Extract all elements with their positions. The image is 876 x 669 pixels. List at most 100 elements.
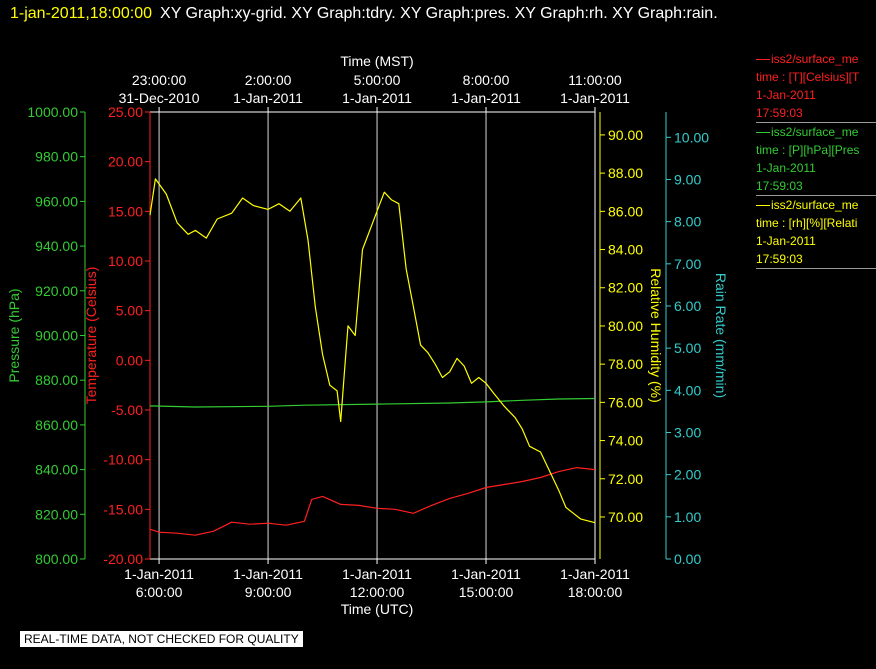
- humidity-tick-label: 72.00: [608, 471, 643, 487]
- data-series: [149, 178, 596, 536]
- top-tick-time: 5:00:00: [354, 72, 401, 88]
- legend-series-detail: 1-Jan-2011: [756, 161, 816, 175]
- pressure-tick-label: 920.00: [35, 283, 78, 299]
- bottom-tick-date: 1-Jan-2011: [451, 566, 521, 582]
- legend-label: iss2/surface_me: [771, 198, 859, 212]
- rain-rate-tick-label: 0.00: [674, 551, 701, 567]
- humidity-tick-label: 88.00: [608, 165, 643, 181]
- legend-series-name: iss2/surface_me: [756, 196, 876, 214]
- bottom-time-axis: 1-Jan-2011 6:00:00 1-Jan-2011 9:00:00 1-Jan-…: [124, 559, 630, 600]
- pressure-tick-label: 940.00: [35, 238, 78, 254]
- humidity-tick-label: 78.00: [608, 356, 643, 372]
- temperature-tick-label: 5.00: [116, 303, 143, 319]
- legend-series-detail: time : [T][Celsius][T: [756, 70, 860, 84]
- temperature-tick-label: -5.00: [111, 402, 143, 418]
- pressure-tick-label: 900.00: [35, 328, 78, 344]
- rain-rate-tick-label: 5.00: [674, 340, 701, 356]
- pressure-axis-label: Pressure (hPa): [6, 288, 22, 382]
- legend-series-name: iss2/surface_me: [756, 50, 876, 68]
- legend-series-detail: time : [rh][%][Relati: [756, 216, 858, 230]
- bottom-tick-time: 6:00:00: [136, 584, 183, 600]
- rain-rate-tick-label: 8.00: [674, 214, 701, 230]
- legend-swatch: [756, 205, 770, 207]
- temperature-tick-label: -15.00: [103, 501, 143, 517]
- humidity-line: [149, 178, 596, 524]
- bottom-tick-time: 18:00:00: [568, 584, 623, 600]
- humidity-tick-label: 86.00: [608, 203, 643, 219]
- legend-swatch: [756, 132, 770, 134]
- bottom-tick-time: 15:00:00: [459, 584, 514, 600]
- graph-list: XY Graph:xy-grid. XY Graph:tdry. XY Grap…: [160, 5, 718, 22]
- humidity-tick-label: 90.00: [608, 127, 643, 143]
- temperature-tick-label: 20.00: [108, 154, 143, 170]
- plot-frame: [149, 111, 596, 560]
- pressure-tick-label: 820.00: [35, 506, 78, 522]
- timestamp: 1-jan-2011,18:00:00: [10, 5, 153, 22]
- legend-series-detail: 17:59:03: [756, 252, 803, 266]
- humidity-tick-label: 76.00: [608, 394, 643, 410]
- bottom-tick-time: 12:00:00: [350, 584, 405, 600]
- top-tick-time: 8:00:00: [463, 72, 510, 88]
- temperature-axis-label: Temperature (Celsius): [83, 267, 99, 405]
- bottom-tick-date: 1-Jan-2011: [233, 566, 303, 582]
- bottom-tick-date: 1-Jan-2011: [124, 566, 194, 582]
- xy-graph: 23:00:00 31-Dec-2010 2:00:00 1-Jan-2011 5:00…: [6, 53, 729, 617]
- top-tick-date: 1-Jan-2011: [451, 90, 521, 106]
- pressure-tick-label: 880.00: [35, 372, 78, 388]
- temperature-tick-label: -20.00: [103, 551, 143, 567]
- rain-rate-tick-label: 7.00: [674, 256, 701, 272]
- legend-label: iss2/surface_me: [771, 52, 859, 66]
- rain-rate-tick-label: 3.00: [674, 424, 701, 440]
- top-time-axis: 23:00:00 31-Dec-2010 2:00:00 1-Jan-2011 5:00…: [119, 72, 630, 112]
- pressure-tick-label: 800.00: [35, 551, 78, 567]
- top-tick-time: 11:00:00: [568, 72, 622, 88]
- legend: iss2/surface_me time : [T][Celsius][T 1-Ja…: [756, 50, 876, 269]
- rain-rate-tick-label: 4.00: [674, 382, 701, 398]
- temperature-line: [149, 467, 596, 536]
- bottom-tick-time: 9:00:00: [245, 584, 292, 600]
- rain-rate-tick-label: 10.00: [674, 129, 709, 145]
- pressure-tick-label: 860.00: [35, 417, 78, 433]
- x-bottom-axis-label: Time (UTC): [341, 601, 414, 617]
- temperature-tick-label: 15.00: [108, 203, 143, 219]
- rain-rate-axis-label: Rain Rate (mm/min): [713, 273, 729, 398]
- top-tick-time: 23:00:00: [132, 72, 187, 88]
- legend-swatch: [756, 59, 770, 61]
- x-top-axis-label: Time (MST): [340, 53, 413, 69]
- top-tick-date: 1-Jan-2011: [560, 90, 630, 106]
- window-title: 1-jan-2011,18:00:00 XY Graph:xy-grid. XY …: [10, 4, 718, 24]
- pressure-tick-label: 980.00: [35, 149, 78, 165]
- quality-notice: REAL-TIME DATA, NOT CHECKED FOR QUALITY: [20, 631, 303, 647]
- humidity-tick-label: 74.00: [608, 433, 643, 449]
- bottom-tick-date: 1-Jan-2011: [560, 566, 630, 582]
- temperature-tick-label: 25.00: [108, 104, 143, 120]
- right-axes: 70.00 72.00 74.00 76.00 78.00 80.00 82.00 84.00…: [599, 112, 729, 567]
- rain-rate-tick-label: 2.00: [674, 467, 701, 483]
- left-axes: 800.00 820.00 840.00 860.00 880.00 900.00 920.…: [6, 104, 151, 567]
- pressure-tick-label: 1000.00: [27, 104, 78, 120]
- legend-series-detail: time : [P][hPa][Pres: [756, 143, 860, 157]
- top-tick-date: 1-Jan-2011: [342, 90, 412, 106]
- legend-series-detail: 17:59:03: [756, 106, 803, 120]
- legend-series-name: iss2/surface_me: [756, 123, 876, 141]
- pressure-tick-label: 960.00: [35, 193, 78, 209]
- pressure-tick-label: 840.00: [35, 462, 78, 478]
- legend-label: iss2/surface_me: [771, 125, 859, 139]
- humidity-axis-label: Relative Humidity (%): [648, 268, 664, 403]
- legend-series-detail: 1-Jan-2011: [756, 88, 816, 102]
- humidity-tick-label: 84.00: [608, 242, 643, 258]
- temperature-tick-label: -10.00: [103, 452, 143, 468]
- vertical-grid: [158, 112, 487, 559]
- rain-rate-tick-label: 1.00: [674, 509, 701, 525]
- legend-series-detail: 17:59:03: [756, 179, 803, 193]
- rain-rate-tick-label: 9.00: [674, 171, 701, 187]
- temperature-tick-label: 10.00: [108, 253, 143, 269]
- legend-series-detail: 1-Jan-2011: [756, 234, 816, 248]
- humidity-tick-label: 70.00: [608, 509, 643, 525]
- humidity-tick-label: 80.00: [608, 318, 643, 334]
- pressure-line: [149, 397, 596, 408]
- top-tick-time: 2:00:00: [245, 72, 292, 88]
- temperature-tick-label: 0.00: [116, 352, 143, 368]
